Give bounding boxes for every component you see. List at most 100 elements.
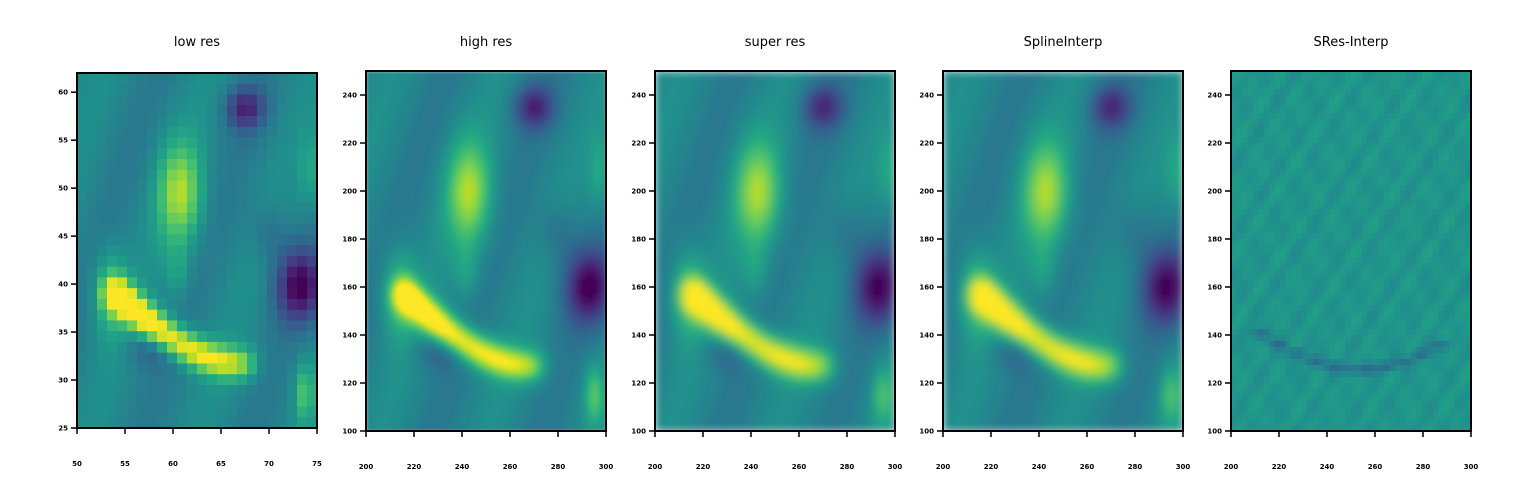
heatmap-cell	[572, 251, 577, 256]
heatmap-cell	[556, 272, 560, 277]
heatmap-cell	[589, 218, 594, 223]
heatmap-cell	[396, 96, 400, 101]
heatmap-cell	[556, 143, 560, 148]
heatmap-cell	[602, 175, 606, 180]
heatmap-cell	[512, 128, 517, 133]
heatmap-cell	[442, 269, 447, 274]
heatmap-cell	[452, 117, 457, 122]
heatmap-cell	[576, 110, 580, 115]
heatmap-cell	[247, 417, 258, 428]
heatmap-cell	[389, 81, 394, 86]
heatmap-cell	[462, 128, 467, 133]
heatmap-cell	[489, 211, 494, 216]
heatmap-cell	[297, 169, 308, 182]
heatmap-cell	[549, 269, 554, 274]
heatmap-cell	[469, 85, 474, 90]
heatmap-cell	[482, 269, 487, 274]
heatmap-cell	[187, 298, 198, 311]
heatmap-cell	[482, 272, 487, 277]
heatmap-cell	[552, 99, 557, 104]
heatmap-cell	[519, 211, 524, 216]
heatmap-cell	[476, 225, 480, 230]
heatmap-cell	[419, 229, 424, 234]
heatmap-cell	[412, 168, 417, 173]
heatmap-cell	[462, 204, 467, 209]
heatmap-cell	[409, 85, 414, 90]
heatmap-cell	[596, 204, 600, 209]
heatmap-cell	[396, 150, 400, 155]
heatmap-cell	[472, 193, 477, 198]
heatmap-cell	[456, 121, 460, 126]
heatmap-cell	[592, 182, 597, 187]
heatmap-cell	[287, 309, 298, 322]
heatmap-cell	[456, 157, 460, 162]
heatmap-cell	[409, 139, 414, 144]
heatmap-cell	[542, 175, 547, 180]
heatmap-cell	[217, 223, 228, 235]
heatmap-cell	[516, 135, 520, 140]
heatmap-cell	[586, 96, 590, 101]
heatmap-cell	[522, 215, 527, 220]
heatmap-cell	[596, 171, 600, 176]
heatmap-cell	[396, 110, 400, 115]
heatmap-cell	[429, 243, 434, 248]
heatmap-cell	[486, 71, 490, 76]
heatmap-cell	[586, 211, 590, 216]
heatmap-cell	[512, 125, 517, 130]
heatmap-cell	[137, 180, 148, 192]
heatmap-cell	[586, 247, 590, 252]
heatmap-cell	[382, 243, 387, 248]
heatmap-cell	[366, 175, 370, 180]
heatmap-cell	[589, 197, 594, 202]
heatmap-cell	[426, 114, 430, 119]
heatmap-cell	[549, 251, 554, 256]
heatmap-cell	[522, 71, 527, 76]
heatmap-cell	[386, 276, 390, 281]
heatmap-cell	[602, 164, 606, 169]
heatmap-cell	[546, 161, 550, 166]
heatmap-cell	[572, 110, 577, 115]
heatmap-cell	[549, 99, 554, 104]
heatmap-cell	[432, 96, 437, 101]
heatmap-cell	[539, 276, 544, 281]
heatmap-cell	[569, 164, 574, 169]
heatmap-cell	[586, 74, 590, 79]
heatmap-cell	[469, 78, 474, 83]
heatmap-cell	[549, 204, 554, 209]
heatmap-cell	[107, 255, 118, 268]
heatmap-cell	[456, 197, 460, 202]
heatmap-cell	[476, 135, 480, 140]
heatmap-cell	[187, 395, 198, 408]
heatmap-cell	[386, 121, 390, 126]
heatmap-cell	[536, 233, 540, 238]
heatmap-cell	[366, 135, 370, 140]
heatmap-cell	[369, 261, 374, 266]
heatmap-cell	[469, 179, 474, 184]
heatmap-cell	[509, 128, 514, 133]
heatmap-cell	[127, 384, 138, 397]
heatmap-cell	[459, 74, 464, 79]
heatmap-cell	[572, 175, 577, 180]
heatmap-cell	[599, 132, 604, 137]
heatmap-cell	[546, 222, 550, 227]
heatmap-cell	[409, 200, 414, 205]
heatmap-cell	[569, 121, 574, 126]
heatmap-cell	[287, 180, 298, 192]
heatmap-cell	[519, 153, 524, 158]
heatmap-cell	[402, 143, 407, 148]
heatmap-cell	[562, 121, 567, 126]
heatmap-cell	[267, 395, 278, 408]
heatmap-cell	[426, 164, 430, 169]
heatmap-cell	[516, 117, 520, 122]
heatmap-cell	[489, 186, 494, 191]
heatmap-cell	[602, 200, 606, 205]
heatmap-cell	[482, 236, 487, 241]
heatmap-cell	[237, 126, 248, 139]
heatmap-cell	[492, 243, 497, 248]
heatmap-cell	[469, 71, 474, 76]
heatmap-cell	[396, 229, 400, 234]
heatmap-cell	[439, 197, 444, 202]
heatmap-cell	[489, 276, 494, 281]
heatmap-cell	[107, 320, 118, 332]
heatmap-cell	[436, 272, 440, 277]
